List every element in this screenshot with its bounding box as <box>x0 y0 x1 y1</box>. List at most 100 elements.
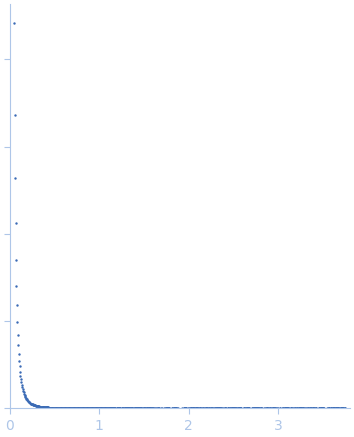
Point <box>61 405 67 412</box>
Point <box>284 405 290 412</box>
Point <box>339 405 345 412</box>
Point <box>30 401 35 408</box>
Point <box>18 376 24 383</box>
Point <box>243 405 249 412</box>
Point <box>16 341 21 348</box>
Point <box>273 405 279 412</box>
Point <box>206 405 212 412</box>
Point <box>105 405 111 412</box>
Point <box>275 405 280 412</box>
Point <box>149 405 155 412</box>
Point <box>122 405 127 412</box>
Point <box>76 405 81 412</box>
Point <box>41 403 46 410</box>
Point <box>141 405 147 412</box>
Point <box>82 405 87 412</box>
Point <box>27 399 32 406</box>
Point <box>142 405 148 412</box>
Point <box>150 405 155 412</box>
Point <box>17 363 22 370</box>
Point <box>318 405 324 412</box>
Point <box>270 405 276 412</box>
Point <box>194 405 199 412</box>
Point <box>42 404 48 411</box>
Point <box>318 405 324 412</box>
Point <box>70 405 75 412</box>
Point <box>331 405 336 412</box>
Point <box>150 405 155 412</box>
Point <box>51 404 57 411</box>
Point <box>317 405 322 412</box>
Point <box>85 405 91 412</box>
Point <box>38 403 44 410</box>
Point <box>78 405 83 412</box>
Point <box>332 405 337 412</box>
Point <box>286 405 292 412</box>
Point <box>86 405 92 412</box>
Point <box>173 405 179 412</box>
Point <box>112 405 117 412</box>
Point <box>13 282 19 289</box>
Point <box>228 405 234 412</box>
Point <box>89 405 95 412</box>
Point <box>267 405 273 412</box>
Point <box>331 405 336 412</box>
Point <box>43 404 49 411</box>
Point <box>292 405 298 412</box>
Point <box>275 405 280 412</box>
Point <box>44 404 50 411</box>
Point <box>62 405 67 412</box>
Point <box>313 405 318 412</box>
Point <box>37 403 42 410</box>
Point <box>93 405 98 412</box>
Point <box>132 405 138 412</box>
Point <box>326 405 332 412</box>
Point <box>170 405 176 412</box>
Point <box>81 405 87 412</box>
Point <box>171 405 177 412</box>
Point <box>286 405 291 412</box>
Point <box>256 405 262 412</box>
Point <box>285 405 291 412</box>
Point <box>171 405 177 412</box>
Point <box>103 405 109 412</box>
Point <box>124 405 130 412</box>
Point <box>129 405 134 412</box>
Point <box>29 400 35 407</box>
Point <box>49 404 55 411</box>
Point <box>320 405 326 412</box>
Point <box>198 405 203 412</box>
Point <box>115 405 120 412</box>
Point <box>330 405 335 412</box>
Point <box>28 400 34 407</box>
Point <box>284 405 289 412</box>
Point <box>106 405 112 412</box>
Point <box>93 405 99 412</box>
Point <box>257 405 263 412</box>
Point <box>199 405 205 412</box>
Point <box>156 405 162 412</box>
Point <box>306 405 312 412</box>
Point <box>339 405 345 412</box>
Point <box>45 404 50 411</box>
Point <box>119 405 125 412</box>
Point <box>209 405 215 412</box>
Point <box>108 405 114 412</box>
Point <box>152 405 158 412</box>
Point <box>121 405 127 412</box>
Point <box>84 405 90 412</box>
Point <box>308 405 314 412</box>
Point <box>22 392 27 399</box>
Point <box>214 405 220 412</box>
Point <box>179 405 184 412</box>
Point <box>205 405 210 412</box>
Point <box>63 405 68 412</box>
Point <box>31 402 37 409</box>
Point <box>144 405 150 412</box>
Point <box>233 405 238 412</box>
Point <box>42 404 47 411</box>
Point <box>69 405 75 412</box>
Point <box>183 405 189 412</box>
Point <box>101 405 106 412</box>
Point <box>308 405 313 412</box>
